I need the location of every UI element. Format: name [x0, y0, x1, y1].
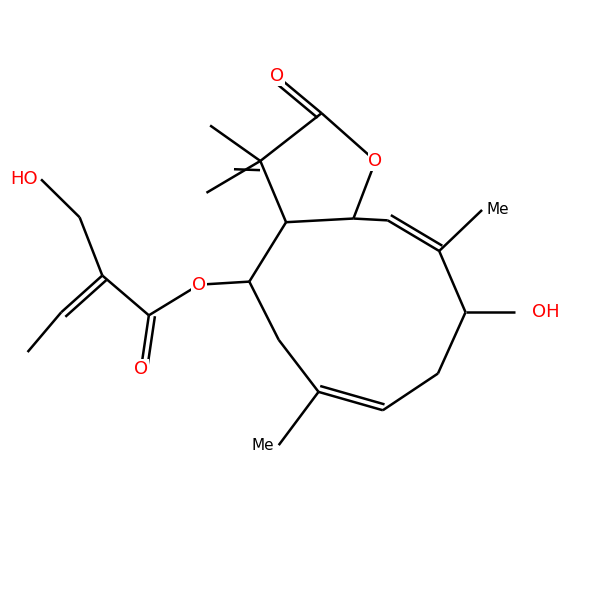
Text: O: O [368, 152, 383, 170]
Text: O: O [192, 275, 206, 293]
Text: Me: Me [251, 437, 274, 452]
Text: OH: OH [532, 303, 559, 321]
Text: HO: HO [10, 170, 38, 188]
Text: O: O [271, 67, 284, 85]
Text: Me: Me [487, 202, 509, 217]
Text: O: O [134, 360, 148, 378]
